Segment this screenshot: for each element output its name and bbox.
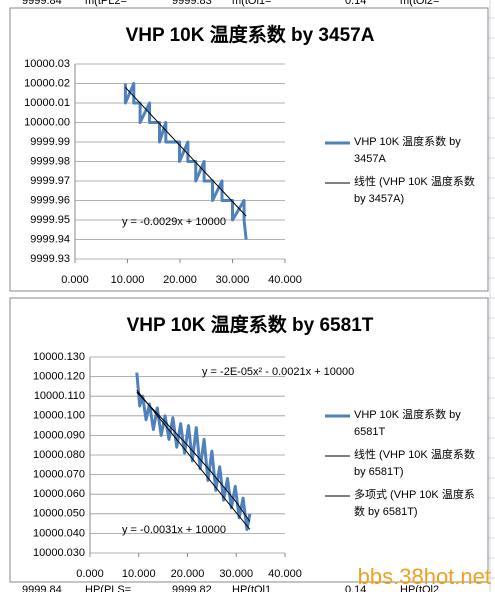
x-tick-label: 20.000 — [171, 568, 205, 580]
legend-entry: 线性 (VHP 10K 温度系数 by 3457A) — [354, 176, 475, 205]
cell-text: m(tPL2= — [85, 0, 127, 7]
legend-entry: 线性 (VHP 10K 温度系数 by 6581T) — [354, 449, 475, 478]
y-tick-label: 10000.02 — [24, 77, 70, 89]
y-tick-label: 10000.080 — [33, 449, 85, 461]
chart-title: VHP 10K 温度系数 by 6581T — [127, 313, 374, 336]
x-tick-label: 30.000 — [216, 274, 250, 286]
trend-equation: y = -0.0031x + 10000 — [122, 524, 226, 536]
trend-equation: y = -2E-05x² - 0.0021x + 10000 — [202, 366, 354, 378]
x-tick-label: 0.000 — [76, 568, 104, 580]
trend-equation: y = -0.0029x + 10000 — [122, 216, 226, 228]
legend-entry: VHP 10K 温度系数 by 6581T — [354, 409, 461, 438]
chart-area — [9, 7, 489, 292]
trendline — [125, 87, 247, 217]
y-tick-label: 10000.120 — [33, 371, 85, 383]
y-tick-label: 10000.040 — [33, 527, 85, 539]
x-tick-label: 0.000 — [61, 274, 89, 286]
y-tick-label: 10000.03 — [24, 58, 70, 70]
y-tick-label: 10000.090 — [33, 429, 85, 441]
y-tick-label: 10000.130 — [33, 351, 85, 363]
cell-text: HP(tOl2 — [400, 584, 439, 592]
cell-text: 9999.84 — [22, 584, 62, 592]
trendline — [136, 390, 251, 530]
y-tick-label: 10000.050 — [33, 508, 85, 520]
cell-text: 9999.84 — [22, 0, 62, 7]
y-tick-label: 10000.110 — [34, 390, 85, 402]
cell-text: 0.14 — [345, 0, 366, 7]
data-line — [135, 372, 252, 531]
x-tick-label: 10.000 — [111, 274, 145, 286]
y-tick-label: 9999.96 — [30, 194, 70, 206]
trendline — [136, 391, 251, 522]
data-line — [123, 82, 248, 240]
y-tick-label: 9999.97 — [30, 175, 70, 187]
x-tick-label: 40.000 — [268, 568, 302, 580]
y-tick-label: 9999.94 — [30, 233, 70, 245]
x-tick-label: 30.000 — [219, 568, 253, 580]
cell-text: 9999.83 — [172, 0, 212, 7]
x-tick-label: 20.000 — [163, 274, 197, 286]
cell-text: 9999.82 — [172, 584, 212, 592]
cell-text: HP(PLS= — [85, 584, 131, 592]
y-tick-label: 10000.060 — [33, 488, 85, 500]
legend-entry: 多项式 (VHP 10K 温度系数 by 6581T) — [354, 489, 475, 518]
y-tick-label: 10000.070 — [33, 469, 85, 481]
y-tick-label: 10000.00 — [24, 116, 70, 128]
x-tick-label: 40.000 — [268, 274, 302, 286]
y-tick-label: 9999.98 — [30, 155, 70, 167]
cell-text: HP(tOl1 — [232, 584, 271, 592]
y-tick-label: 9999.99 — [30, 136, 70, 148]
y-tick-label: 9999.93 — [30, 253, 70, 265]
y-tick-label: 10000.030 — [33, 547, 85, 559]
legend-entry: VHP 10K 温度系数 by 3457A — [354, 136, 461, 165]
cell-text: m(tOl2= — [400, 0, 439, 7]
y-tick-label: 10000.100 — [33, 410, 85, 422]
cell-text: 0.14 — [345, 584, 366, 592]
chart-title: VHP 10K 温度系数 by 3457A — [126, 23, 375, 46]
y-tick-label: 9999.95 — [30, 214, 70, 226]
cell-text: m(tOl1= — [232, 0, 271, 7]
watermark: bbs.38hot.net — [357, 564, 491, 589]
x-tick-label: 10.000 — [122, 568, 156, 580]
y-tick-label: 10000.01 — [24, 97, 70, 109]
